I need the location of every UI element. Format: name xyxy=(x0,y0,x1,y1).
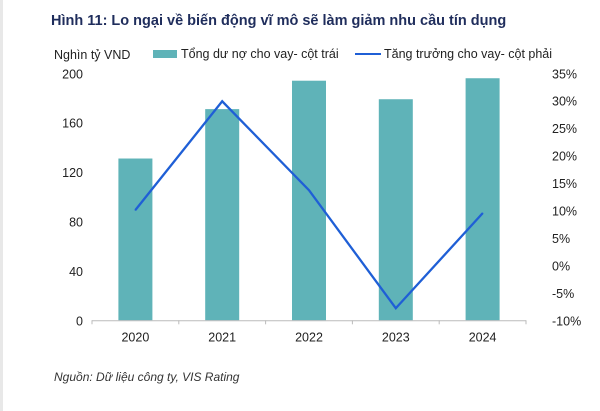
bar-2020 xyxy=(118,158,153,321)
bar-2024 xyxy=(465,78,500,321)
left-tick-label: 160 xyxy=(62,117,83,131)
legend-line-swatch xyxy=(355,53,381,55)
growth-point-2021 xyxy=(221,100,223,103)
x-tick-label: 2021 xyxy=(208,330,236,344)
left-tick-label: 80 xyxy=(69,216,83,230)
right-tick-label: 15% xyxy=(552,177,577,191)
right-tick-label: 0% xyxy=(552,259,570,273)
x-tick-label: 2023 xyxy=(382,330,410,344)
bar-2022 xyxy=(292,80,326,321)
source-note: Nguồn: Dữ liệu công ty, VIS Rating xyxy=(54,370,240,384)
chart-title: Hình 11: Lo ngại về biến động vĩ mô sẽ l… xyxy=(51,13,507,29)
legend-bar-swatch xyxy=(153,50,177,58)
legend-bar-label: Tổng dư nợ cho vay- cột trái xyxy=(181,47,339,61)
left-axis-label: Nghìn tỷ VND xyxy=(54,48,131,62)
right-tick-label: 30% xyxy=(552,95,577,109)
right-tick-label: 20% xyxy=(552,150,577,164)
growth-point-2020 xyxy=(134,209,137,211)
chart-plot: 2020 2021 2022 2023 2024 0 40 80 120 160 200 -10% -5… xyxy=(62,67,581,344)
bar-2023 xyxy=(378,99,413,321)
x-tick-label: 2020 xyxy=(121,330,149,344)
right-tick-label: 10% xyxy=(552,205,577,219)
legend-line-label: Tăng trưởng cho vay- cột phải xyxy=(384,47,553,61)
bar-2021 xyxy=(205,109,240,321)
growth-point-2024 xyxy=(481,212,484,215)
right-tick-label: -5% xyxy=(552,287,574,301)
growth-point-2023 xyxy=(395,307,397,310)
right-tick-label: 35% xyxy=(552,67,577,81)
left-tick-label: 200 xyxy=(62,67,83,81)
legend-item-line: Tăng trưởng cho vay- cột phải xyxy=(355,47,552,61)
right-tick-label: 25% xyxy=(552,122,577,136)
left-tick-label: 120 xyxy=(62,166,83,180)
left-tick-label: 40 xyxy=(69,265,83,279)
x-tick-label: 2022 xyxy=(295,330,323,344)
growth-point-2022 xyxy=(308,189,310,192)
x-tick-label: 2024 xyxy=(469,330,497,344)
right-tick-label: 5% xyxy=(552,232,570,246)
right-tick-label: -10% xyxy=(552,314,581,328)
legend-item-bar: Tổng dư nợ cho vay- cột trái xyxy=(153,47,339,61)
left-tick-label: 0 xyxy=(76,314,83,328)
